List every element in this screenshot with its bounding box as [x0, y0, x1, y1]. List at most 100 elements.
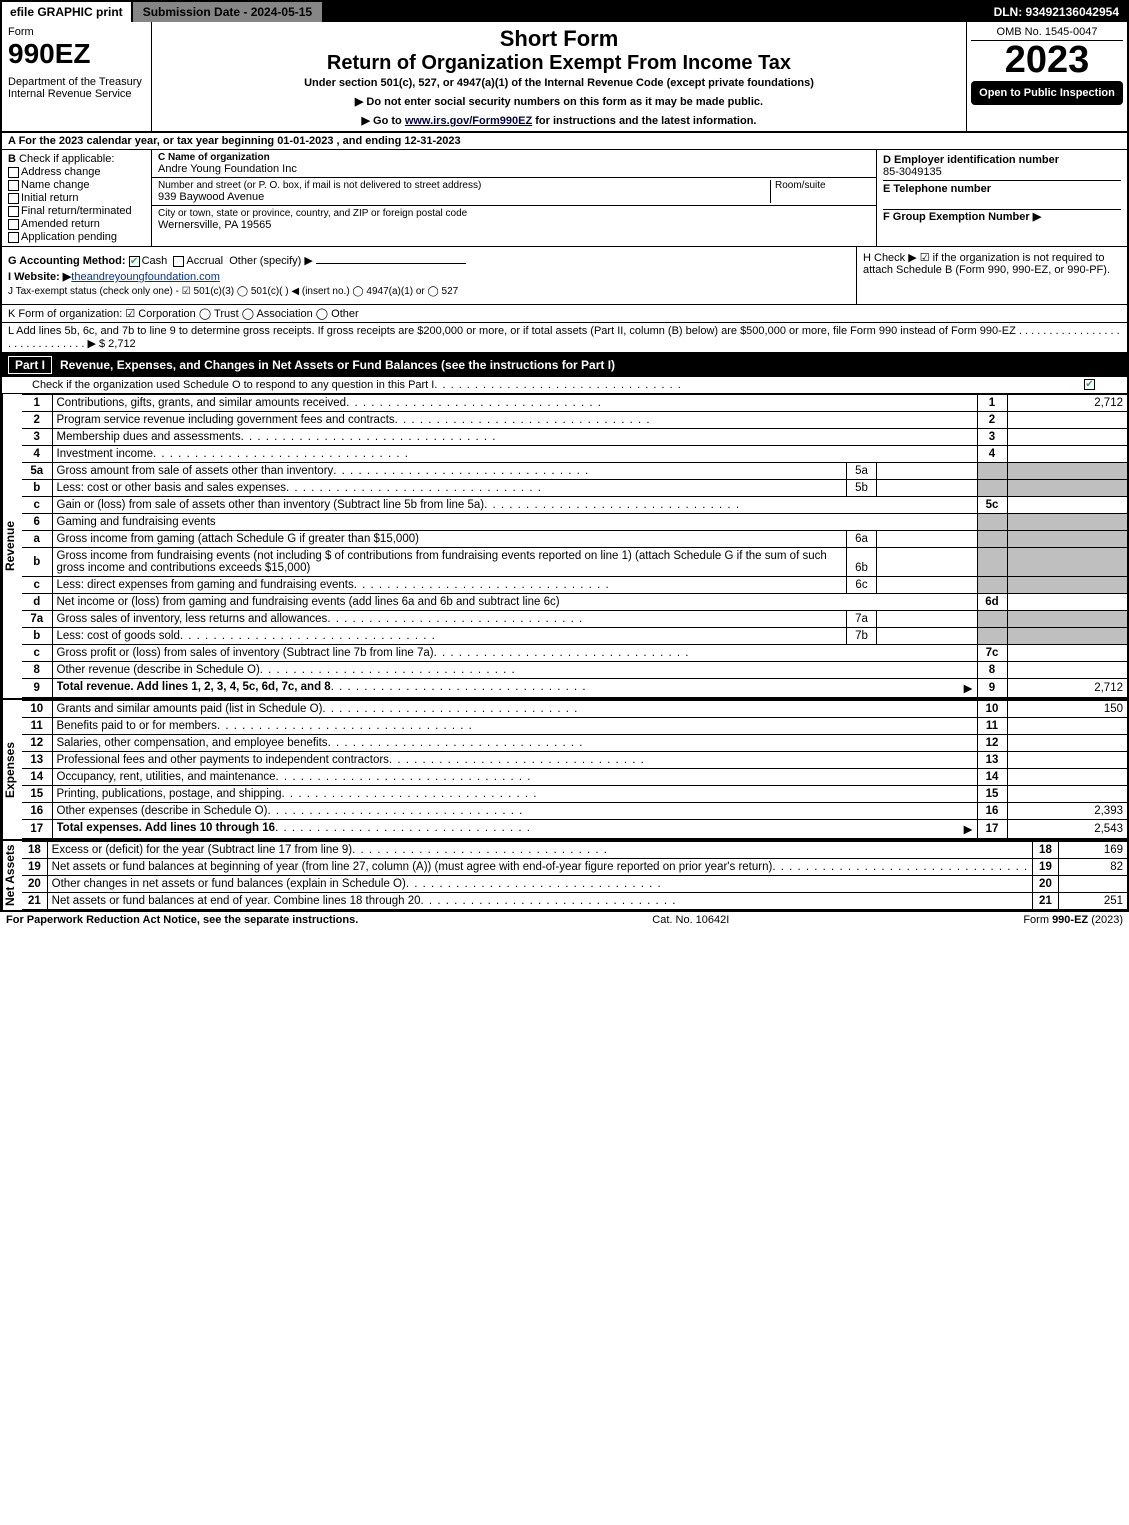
- expenses-label: Expenses: [2, 700, 22, 839]
- line-12: 12Salaries, other compensation, and empl…: [22, 735, 1127, 752]
- form-label: Form: [8, 26, 145, 38]
- line-8: 8Other revenue (describe in Schedule O)8: [22, 662, 1127, 679]
- instr2-post: for instructions and the latest informat…: [532, 115, 756, 127]
- c-street-label: Number and street (or P. O. box, if mail…: [158, 180, 770, 191]
- c-name-label: C Name of organization: [158, 152, 870, 163]
- netassets-table: 18Excess or (deficit) for the year (Subt…: [22, 841, 1127, 910]
- line-21: 21Net assets or fund balances at end of …: [22, 893, 1127, 910]
- cb-cash[interactable]: [129, 256, 140, 267]
- lab-name-change: Name change: [21, 179, 90, 191]
- footer-right: Form 990-EZ (2023): [1023, 914, 1123, 926]
- line-6a: aGross income from gaming (attach Schedu…: [22, 531, 1127, 548]
- org-name: Andre Young Foundation Inc: [158, 163, 870, 175]
- c-city-label: City or town, state or province, country…: [158, 208, 870, 219]
- lab-cash: Cash: [142, 255, 168, 267]
- line-15: 15Printing, publications, postage, and s…: [22, 786, 1127, 803]
- lab-other: Other (specify) ▶: [229, 255, 313, 267]
- line-13: 13Professional fees and other payments t…: [22, 752, 1127, 769]
- lab-address-change: Address change: [21, 166, 101, 178]
- lab-amended-return: Amended return: [21, 218, 100, 230]
- e-tel-label: E Telephone number: [883, 183, 1121, 195]
- section-gh: G Accounting Method: Cash Accrual Other …: [2, 247, 1127, 305]
- submission-date: Submission Date - 2024-05-15: [133, 2, 324, 22]
- line-2: 2Program service revenue including gover…: [22, 412, 1127, 429]
- instr-goto: ▶ Go to www.irs.gov/Form990EZ for instru…: [160, 114, 958, 127]
- cb-accrual[interactable]: [173, 256, 184, 267]
- cb-schedule-o[interactable]: [1084, 379, 1095, 390]
- org-city: Wernersville, PA 19565: [158, 219, 870, 231]
- row-a-taxyear: A For the 2023 calendar year, or tax yea…: [2, 133, 1127, 150]
- revenue-table: 1Contributions, gifts, grants, and simil…: [22, 394, 1127, 698]
- part1-label: Part I: [8, 356, 52, 374]
- dept-treasury: Department of the Treasury: [8, 76, 145, 88]
- f-group-label: F Group Exemption Number ▶: [883, 210, 1121, 223]
- l-gross-receipts: L Add lines 5b, 6c, and 7b to line 9 to …: [2, 323, 1127, 353]
- lab-initial-return: Initial return: [21, 192, 78, 204]
- lab-application-pending: Application pending: [21, 231, 117, 243]
- footer-left: For Paperwork Reduction Act Notice, see …: [6, 914, 358, 926]
- netassets-section: Net Assets 18Excess or (deficit) for the…: [2, 839, 1127, 910]
- line-6b: bGross income from fundraising events (n…: [22, 548, 1127, 577]
- header-center: Short Form Return of Organization Exempt…: [152, 22, 967, 131]
- line-6: 6Gaming and fundraising events: [22, 514, 1127, 531]
- cb-name-change[interactable]: [8, 180, 19, 191]
- line-3: 3Membership dues and assessments3: [22, 429, 1127, 446]
- line-5b: bLess: cost or other basis and sales exp…: [22, 480, 1127, 497]
- footer: For Paperwork Reduction Act Notice, see …: [0, 912, 1129, 928]
- header: Form 990EZ Department of the Treasury In…: [2, 22, 1127, 133]
- line-10: 10Grants and similar amounts paid (list …: [22, 701, 1127, 718]
- ein-value: 85-3049135: [883, 166, 1121, 178]
- b-check: Check if applicable:: [19, 153, 114, 165]
- col-d: D Employer identification number 85-3049…: [877, 150, 1127, 246]
- line-18: 18Excess or (deficit) for the year (Subt…: [22, 842, 1127, 859]
- line-7c: cGross profit or (loss) from sales of in…: [22, 645, 1127, 662]
- expenses-section: Expenses 10Grants and similar amounts pa…: [2, 698, 1127, 839]
- org-street: 939 Baywood Avenue: [158, 191, 770, 203]
- revenue-label: Revenue: [2, 394, 22, 698]
- topbar: efile GRAPHIC print Submission Date - 20…: [2, 2, 1127, 22]
- col-c: C Name of organization Andre Young Found…: [152, 150, 877, 246]
- part1-title: Revenue, Expenses, and Changes in Net As…: [60, 358, 615, 372]
- title-return: Return of Organization Exempt From Incom…: [160, 52, 958, 75]
- dln: DLN: 93492136042954: [986, 2, 1127, 22]
- line-1: 1Contributions, gifts, grants, and simil…: [22, 395, 1127, 412]
- netassets-label: Net Assets: [2, 841, 22, 910]
- tax-year: 2023: [971, 41, 1123, 79]
- footer-cat: Cat. No. 10642I: [652, 914, 729, 926]
- form-number: 990EZ: [8, 38, 145, 70]
- part1-sub: Check if the organization used Schedule …: [2, 377, 1127, 394]
- c-room-label: Room/suite: [775, 180, 870, 191]
- cb-final-return[interactable]: [8, 206, 19, 217]
- line-7b: bLess: cost of goods sold7b: [22, 628, 1127, 645]
- b-label: B: [8, 153, 16, 165]
- website-link[interactable]: theandreyoungfoundation.com: [71, 271, 220, 283]
- line-9: 9Total revenue. Add lines 1, 2, 3, 4, 5c…: [22, 679, 1127, 698]
- header-right: OMB No. 1545-0047 2023 Open to Public In…: [967, 22, 1127, 131]
- part1-header: Part I Revenue, Expenses, and Changes in…: [2, 353, 1127, 377]
- instr-ssn: ▶ Do not enter social security numbers o…: [160, 95, 958, 108]
- k-form-org: K Form of organization: ☑ Corporation ◯ …: [2, 305, 1127, 323]
- subtitle: Under section 501(c), 527, or 4947(a)(1)…: [160, 77, 958, 89]
- irs-label: Internal Revenue Service: [8, 88, 145, 100]
- title-short-form: Short Form: [160, 26, 958, 52]
- efile-print[interactable]: efile GRAPHIC print: [2, 2, 133, 22]
- line-6d: dNet income or (loss) from gaming and fu…: [22, 594, 1127, 611]
- cb-address-change[interactable]: [8, 167, 19, 178]
- line-17: 17Total expenses. Add lines 10 through 1…: [22, 820, 1127, 839]
- irs-link[interactable]: www.irs.gov/Form990EZ: [405, 115, 532, 127]
- cb-initial-return[interactable]: [8, 193, 19, 204]
- d-ein-label: D Employer identification number: [883, 154, 1121, 166]
- cb-application-pending[interactable]: [8, 232, 19, 243]
- part1-sub-text: Check if the organization used Schedule …: [32, 379, 434, 391]
- line-4: 4Investment income4: [22, 446, 1127, 463]
- instr2-pre: ▶ Go to: [362, 115, 405, 127]
- line-5a: 5aGross amount from sale of assets other…: [22, 463, 1127, 480]
- h-schedule-b: H Check ▶ ☑ if the organization is not r…: [863, 251, 1121, 276]
- line-16: 16Other expenses (describe in Schedule O…: [22, 803, 1127, 820]
- open-to-public: Open to Public Inspection: [971, 81, 1123, 105]
- j-tax-exempt: J Tax-exempt status (check only one) - ☑…: [8, 286, 850, 297]
- line-19: 19Net assets or fund balances at beginni…: [22, 859, 1127, 876]
- line-14: 14Occupancy, rent, utilities, and mainte…: [22, 769, 1127, 786]
- line-6c: cLess: direct expenses from gaming and f…: [22, 577, 1127, 594]
- cb-amended-return[interactable]: [8, 219, 19, 230]
